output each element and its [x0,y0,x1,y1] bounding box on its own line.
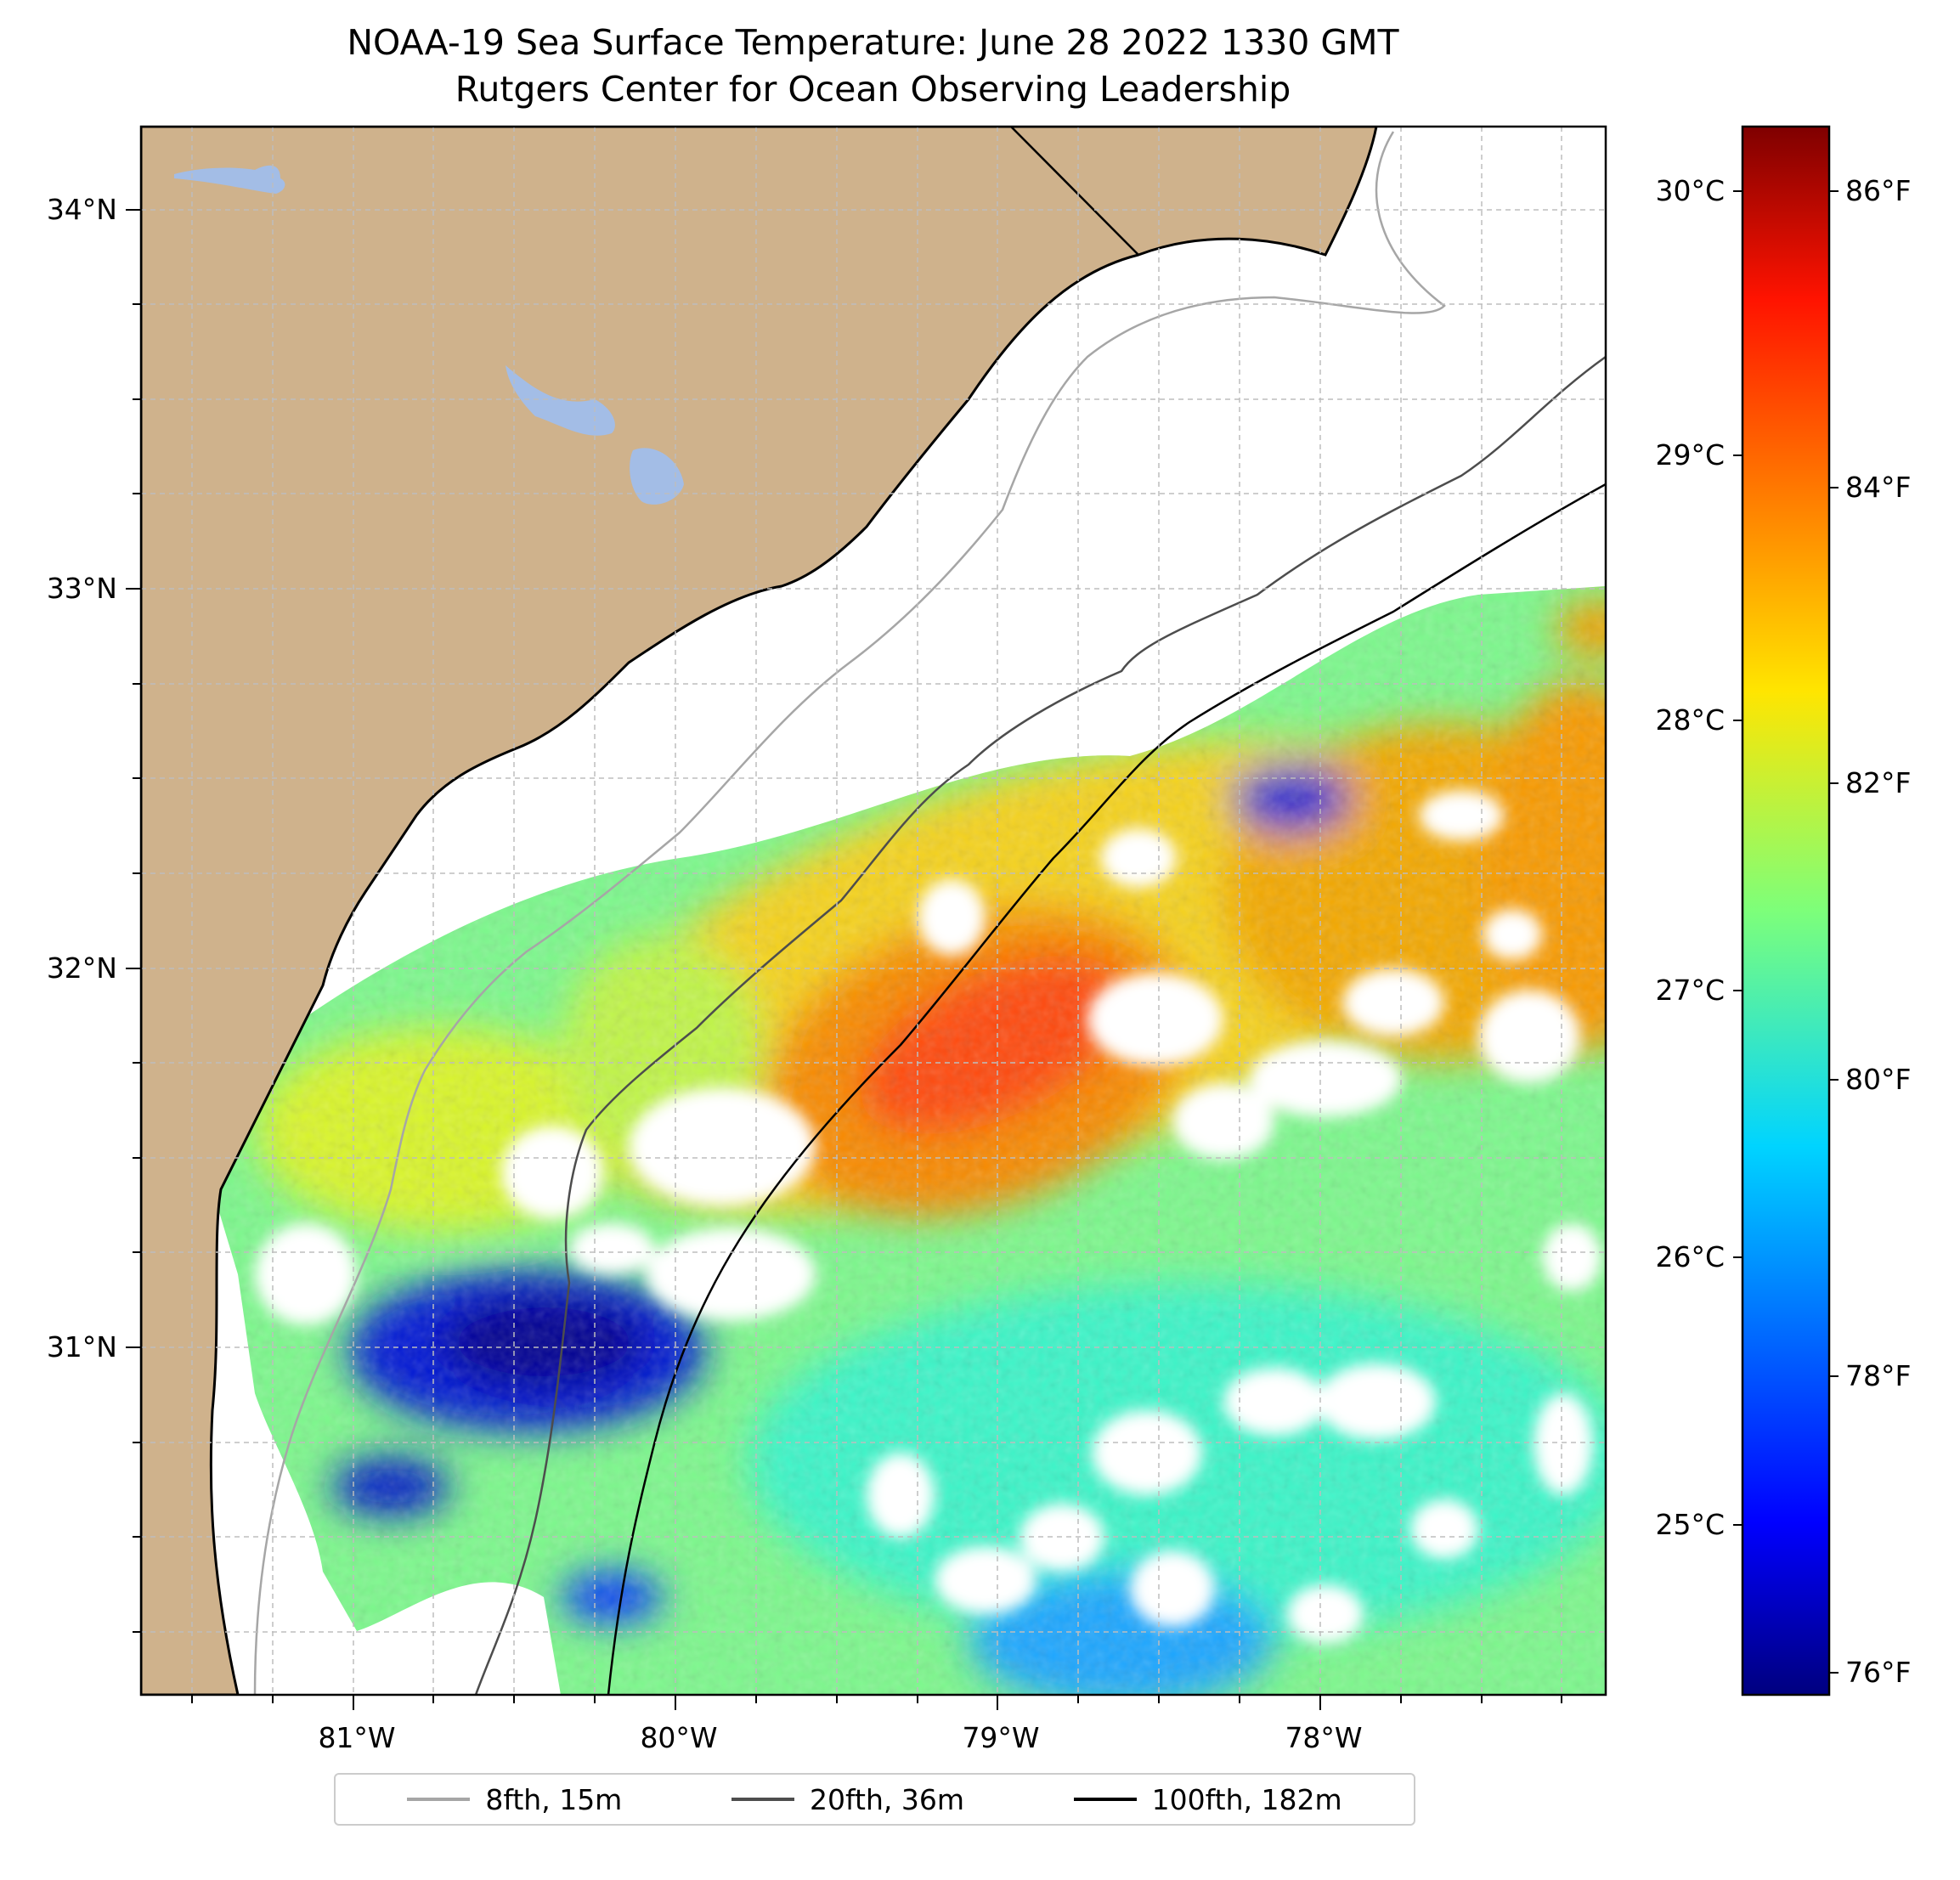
colorbar-fahrenheit-label: 84°F [1845,471,1911,504]
colorbar-fahrenheit-label: 86°F [1845,174,1911,207]
colorbar-celsius-label: 28°C [1655,703,1725,737]
legend-item-8fth: 8fth, 15m [407,1783,622,1816]
legend-label: 100fth, 182m [1151,1782,1342,1816]
colorbar-celsius-label: 30°C [1655,174,1725,207]
colorbar-fahrenheit-label: 82°F [1845,766,1911,799]
legend-line-8fth [407,1798,471,1801]
legend-label: 8fth, 15m [485,1782,623,1816]
contour-8fth [253,131,1446,1695]
map-area [141,127,1606,1695]
colorbar-celsius-label: 25°C [1655,1508,1725,1541]
x-tick-label: 79°W [962,1721,1039,1754]
state-border [1010,127,1139,256]
colorbar-fahrenheit-label: 76°F [1845,1656,1911,1689]
colorbar-celsius-label: 26°C [1655,1240,1725,1273]
contour-legend: 8fth, 15m 20fth, 36m 100fth, 182m [334,1773,1415,1826]
y-tick-label: 34°N [47,193,117,226]
contour-20fth [474,355,1606,1695]
legend-item-100fth: 100fth, 182m [1073,1782,1342,1816]
map-frame [139,125,1607,1697]
x-tick-label: 80°W [640,1721,717,1754]
x-tick-label: 81°W [318,1721,395,1754]
legend-line-20fth [731,1798,794,1801]
legend-line-100fth [1073,1798,1137,1801]
y-tick-label: 32°N [47,951,117,985]
y-axis [126,209,141,1633]
land-mass [141,127,1378,1695]
legend-label: 20fth, 36m [810,1782,964,1816]
colorbar-ticks [1733,190,1839,1674]
y-tick-label: 33°N [47,572,117,605]
x-axis [191,1695,1562,1710]
colorbar-celsius-label: 29°C [1655,438,1725,471]
contour-100fth [607,483,1606,1695]
chart-subtitle: Rutgers Center for Ocean Observing Leade… [455,69,1291,110]
colorbar-fahrenheit-label: 78°F [1845,1359,1911,1392]
legend-item-20fth: 20fth, 36m [731,1783,964,1816]
y-tick-label: 31°N [47,1330,117,1363]
lakes [174,165,684,505]
colorbar [1741,125,1831,1697]
x-tick-label: 78°W [1285,1721,1362,1754]
colorbar-fahrenheit-label: 80°F [1845,1063,1911,1096]
chart-title: NOAA-19 Sea Surface Temperature: June 28… [347,22,1399,63]
colorbar-celsius-label: 27°C [1655,974,1725,1007]
gridlines [141,127,1606,1695]
